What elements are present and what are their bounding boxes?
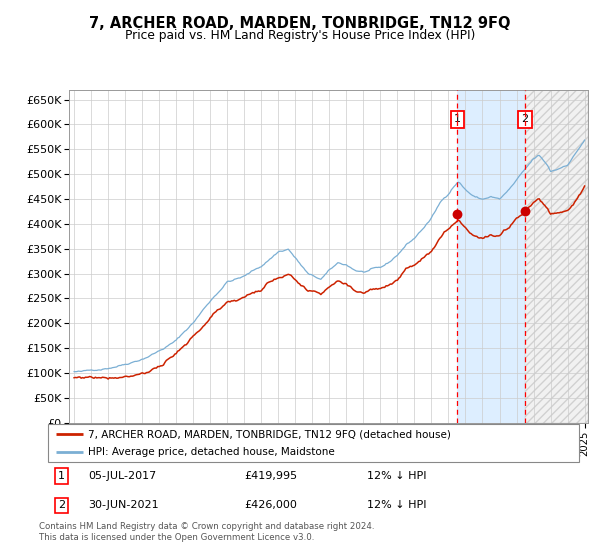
Text: This data is licensed under the Open Government Licence v3.0.: This data is licensed under the Open Gov… <box>39 533 314 542</box>
Text: 1: 1 <box>58 471 65 480</box>
Point <box>520 207 530 216</box>
Text: 30-JUN-2021: 30-JUN-2021 <box>88 501 158 510</box>
Text: 2: 2 <box>58 501 65 510</box>
Text: Price paid vs. HM Land Registry's House Price Index (HPI): Price paid vs. HM Land Registry's House … <box>125 29 475 42</box>
Text: 7, ARCHER ROAD, MARDEN, TONBRIDGE, TN12 9FQ (detached house): 7, ARCHER ROAD, MARDEN, TONBRIDGE, TN12 … <box>88 429 451 439</box>
Text: 12% ↓ HPI: 12% ↓ HPI <box>367 471 426 480</box>
Text: 1: 1 <box>454 114 461 124</box>
Text: 12% ↓ HPI: 12% ↓ HPI <box>367 501 426 510</box>
Text: £419,995: £419,995 <box>244 471 298 480</box>
Bar <box>457 90 525 423</box>
FancyBboxPatch shape <box>48 424 579 462</box>
Text: 05-JUL-2017: 05-JUL-2017 <box>88 471 156 480</box>
Text: 2: 2 <box>521 114 529 124</box>
Text: Contains HM Land Registry data © Crown copyright and database right 2024.: Contains HM Land Registry data © Crown c… <box>39 522 374 531</box>
Text: £426,000: £426,000 <box>244 501 298 510</box>
Bar <box>525 90 588 423</box>
Text: HPI: Average price, detached house, Maidstone: HPI: Average price, detached house, Maid… <box>88 447 335 458</box>
Point <box>452 209 462 218</box>
Text: 7, ARCHER ROAD, MARDEN, TONBRIDGE, TN12 9FQ: 7, ARCHER ROAD, MARDEN, TONBRIDGE, TN12 … <box>89 16 511 31</box>
